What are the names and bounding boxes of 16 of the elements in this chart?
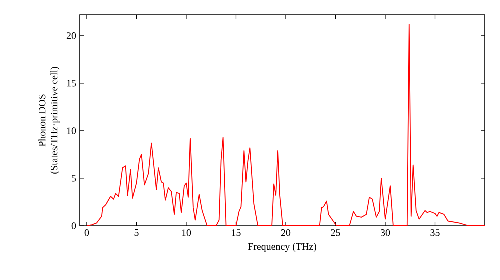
y-tick-label: 0 bbox=[72, 222, 76, 230]
x-tick-label: 15 bbox=[232, 230, 241, 236]
x-axis-title: Frequency (THz) bbox=[248, 243, 316, 252]
y-tick-label: 20 bbox=[66, 32, 76, 40]
y-tick-label: 5 bbox=[72, 175, 76, 182]
x-tick-label: 35 bbox=[430, 230, 440, 236]
x-tick-label: 20 bbox=[281, 230, 291, 236]
y-tick-label: 15 bbox=[67, 80, 76, 87]
x-tick-label: 25 bbox=[331, 230, 340, 236]
x-tick-label: 0 bbox=[84, 230, 90, 236]
line-series bbox=[86, 24, 486, 226]
y-axis-title: Phonon DOS (States/THz·primitive cell) bbox=[38, 67, 60, 174]
x-tick-label: 10 bbox=[182, 230, 192, 236]
y-tick-label: 10 bbox=[67, 128, 76, 134]
x-tick-label: 5 bbox=[134, 230, 139, 236]
x-tick-label: 30 bbox=[380, 230, 390, 236]
